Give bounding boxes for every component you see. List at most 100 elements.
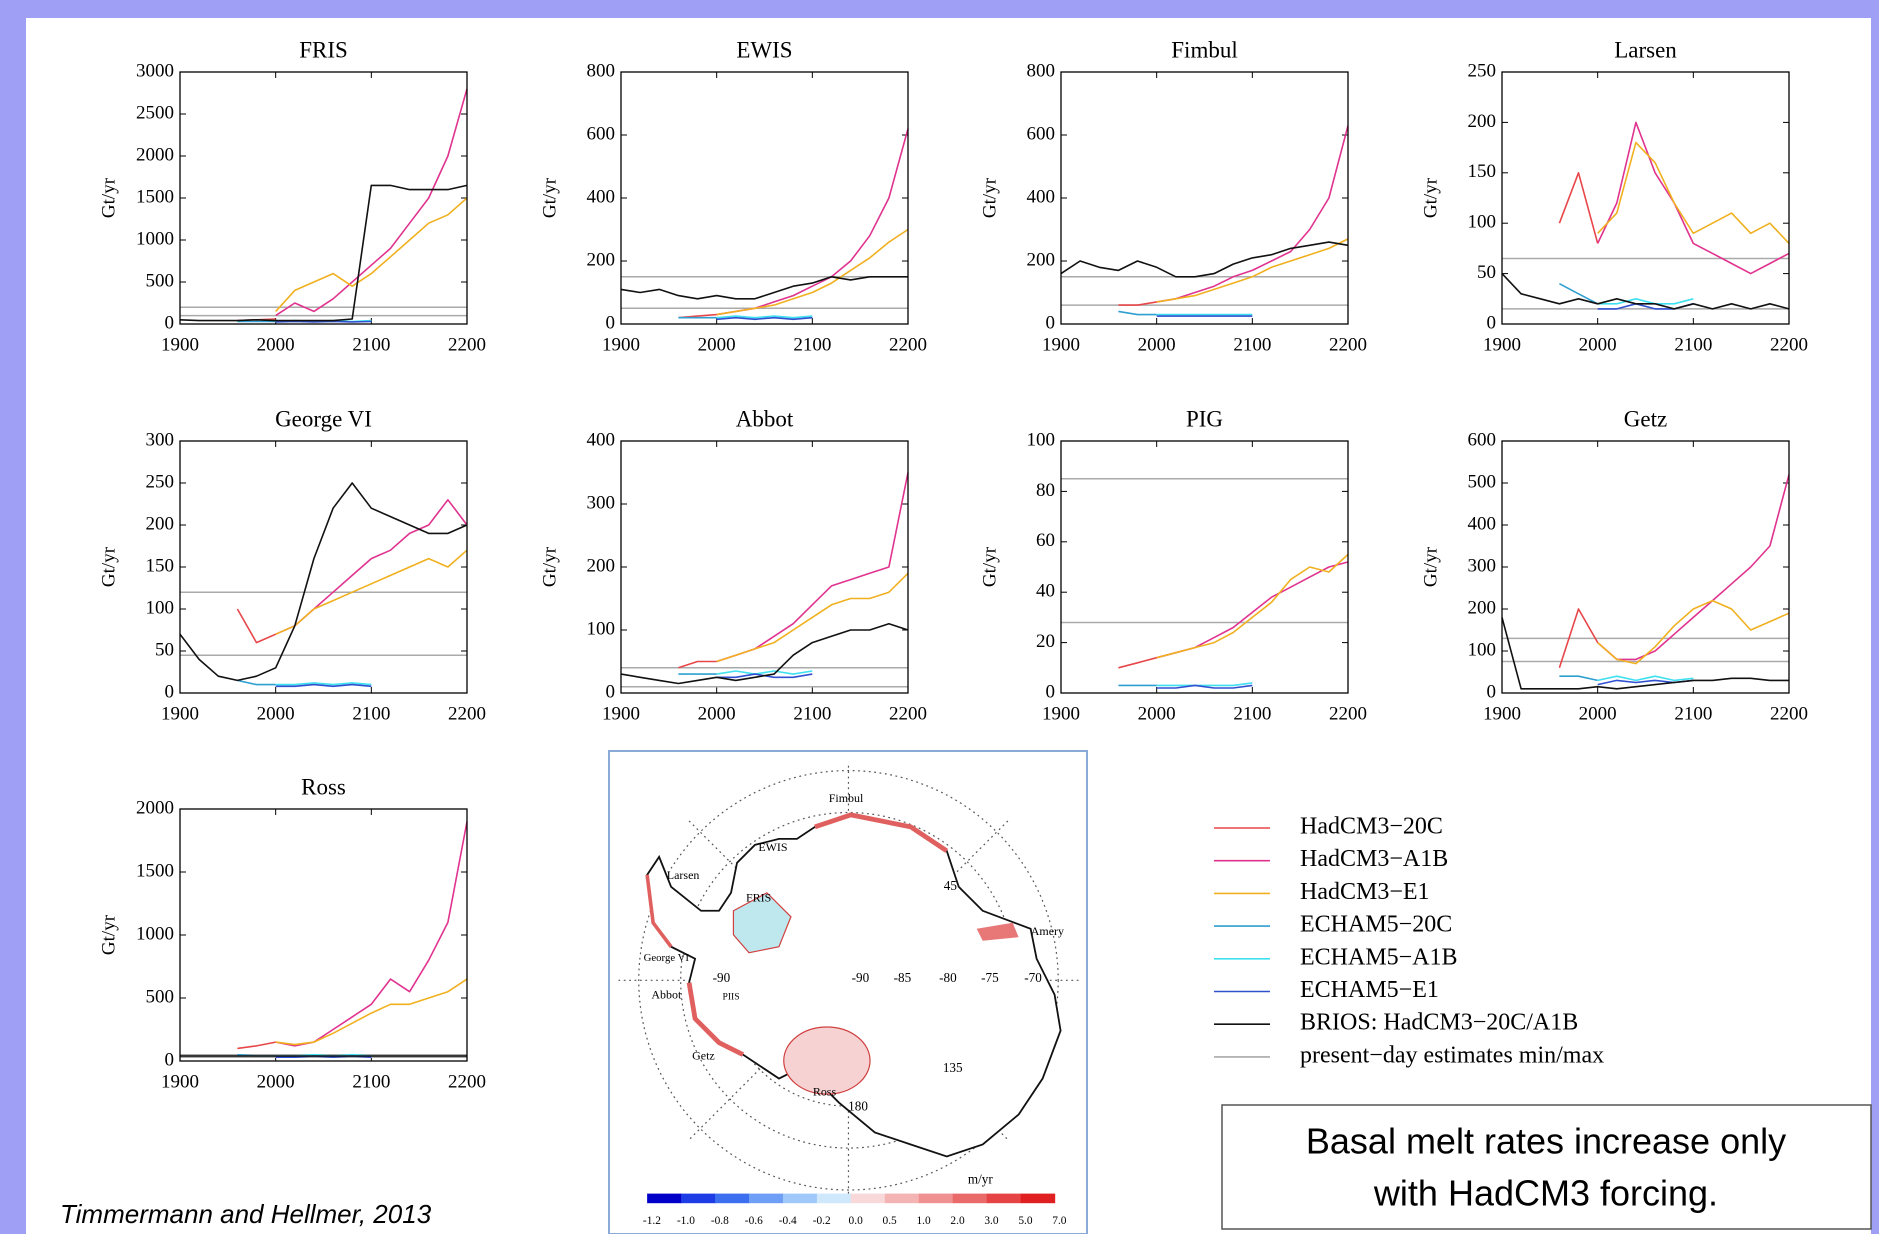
- colorbar-label: 7.0: [1052, 1215, 1067, 1227]
- colorbar: -1.2 -1.0 -0.8 -0.6 -0.4 -0.2 0.0 0.5 1.0 2.0 3.0 5…: [643, 1193, 1067, 1227]
- y-tick-label: 300: [587, 492, 616, 513]
- x-tick-label: 2000: [1579, 334, 1617, 355]
- y-tick-label: 100: [587, 618, 616, 639]
- map-label: -70: [1024, 970, 1042, 985]
- x-tick-label: 2000: [698, 334, 736, 355]
- x-tick-label: 2200: [1770, 334, 1808, 355]
- y-tick-label: 0: [1487, 681, 1497, 702]
- legend-label: ECHAM5−20C: [1300, 912, 1452, 938]
- series-line: [275, 682, 372, 686]
- x-tick-label: 1900: [1483, 334, 1521, 355]
- x-tick-label: 2100: [1233, 334, 1271, 355]
- series-line: [179, 482, 468, 682]
- series-line: [716, 670, 813, 675]
- legend: HadCM3−20C HadCM3−A1B HadCM3−E1 ECHAM5−20C E…: [1214, 814, 1604, 1068]
- map-label: -90: [713, 970, 731, 985]
- legend-label: HadCM3−20C: [1300, 814, 1443, 840]
- chart-panel: Getz Gt/yr 1900 2000 2100 2200 0 100 200 300 400 50…: [1420, 406, 1808, 724]
- y-tick-label: 0: [606, 681, 616, 702]
- x-tick-label: 1900: [161, 1071, 199, 1092]
- map-label: PIIS: [723, 991, 740, 1002]
- fris-shelf: [732, 892, 792, 954]
- map-label: -75: [981, 970, 999, 985]
- y-tick-label: 250: [1468, 60, 1497, 81]
- chart-title: Ross: [301, 774, 346, 799]
- series-line: [620, 276, 908, 300]
- y-tick-label: 50: [1477, 262, 1496, 283]
- legend-label: ECHAM5−A1B: [1300, 944, 1458, 970]
- x-tick-label: 2200: [1329, 703, 1367, 724]
- series-line: [1558, 608, 1599, 669]
- x-tick-label: 2200: [1770, 703, 1808, 724]
- plot-frame: [179, 808, 468, 1062]
- x-tick-label: 2000: [257, 1071, 295, 1092]
- legend-label: present−day estimates min/max: [1300, 1042, 1604, 1068]
- chart-title: Getz: [1624, 406, 1667, 431]
- series-line: [716, 228, 909, 316]
- y-tick-label: 400: [587, 186, 616, 207]
- series-line: [1156, 682, 1253, 687]
- chart-title: George VI: [275, 406, 372, 431]
- y-tick-label: 0: [1487, 312, 1497, 333]
- x-tick-label: 2000: [1579, 703, 1617, 724]
- x-tick-label: 2000: [257, 703, 295, 724]
- y-tick-label: 400: [1027, 186, 1056, 207]
- colorbar-cell: [884, 1193, 920, 1204]
- y-tick-label: 40: [1036, 581, 1055, 602]
- series-line: [1558, 172, 1599, 244]
- series-line: [1559, 675, 1598, 682]
- series-line: [1597, 675, 1694, 682]
- colorbar-cell: [986, 1193, 1022, 1204]
- map-label: 180: [848, 1098, 868, 1113]
- series-line: [1597, 474, 1790, 661]
- amery-shelf: [976, 922, 1019, 941]
- y-tick-label: 1500: [136, 186, 174, 207]
- colorbar-label: 3.0: [984, 1215, 999, 1227]
- legend-label: HadCM3−A1B: [1300, 846, 1448, 872]
- y-tick-label: 1000: [136, 923, 174, 944]
- map-body: -1.2 -1.0 -0.8 -0.6 -0.4 -0.2 0.0 0.5 1.0 2.0 3.0 5…: [618, 762, 1079, 1227]
- x-tick-label: 1900: [602, 334, 640, 355]
- colorbar-label: -0.2: [813, 1215, 831, 1227]
- x-tick-label: 1900: [161, 334, 199, 355]
- x-tick-label: 2000: [1138, 703, 1176, 724]
- series-line: [275, 88, 468, 317]
- colorbar-label: -0.4: [779, 1215, 797, 1227]
- y-tick-label: 200: [146, 513, 175, 534]
- y-tick-label: 2000: [136, 797, 174, 818]
- y-axis-label: Gt/yr: [98, 177, 119, 218]
- x-tick-label: 2100: [793, 703, 831, 724]
- y-tick-label: 600: [1027, 123, 1056, 144]
- series-line: [275, 549, 468, 635]
- x-tick-label: 1900: [602, 703, 640, 724]
- series-line: [678, 660, 717, 669]
- y-tick-label: 200: [587, 249, 616, 270]
- continent: [646, 813, 1062, 1158]
- map-label: 135: [943, 1060, 963, 1075]
- y-tick-label: 100: [1468, 639, 1497, 660]
- chart-title: Fimbul: [1171, 37, 1237, 62]
- y-tick-label: 2500: [136, 102, 174, 123]
- colorbar-cell: [816, 1193, 852, 1204]
- y-tick-label: 800: [587, 60, 616, 81]
- colorbar-cell: [850, 1193, 886, 1204]
- y-axis-label: Gt/yr: [1420, 177, 1441, 218]
- y-axis-label: Gt/yr: [979, 177, 1000, 218]
- chart-panel: Fimbul Gt/yr 1900 2000 2100 2200 0 200 400 600 800: [979, 37, 1367, 355]
- map-label: -90: [852, 970, 870, 985]
- y-tick-label: 200: [1027, 249, 1056, 270]
- x-tick-label: 1900: [1042, 334, 1080, 355]
- map-label: George VI: [644, 952, 690, 964]
- x-tick-label: 2200: [448, 703, 486, 724]
- series-line: [275, 978, 468, 1046]
- y-tick-label: 500: [146, 986, 175, 1007]
- note-box: [1221, 1104, 1872, 1230]
- y-axis-label: Gt/yr: [98, 546, 119, 587]
- chart-title: EWIS: [736, 37, 792, 62]
- colorbar-cell: [749, 1193, 784, 1204]
- series-line: [1156, 684, 1253, 689]
- series-line: [1118, 656, 1157, 669]
- x-tick-label: 2100: [1674, 334, 1712, 355]
- series-line: [236, 608, 277, 644]
